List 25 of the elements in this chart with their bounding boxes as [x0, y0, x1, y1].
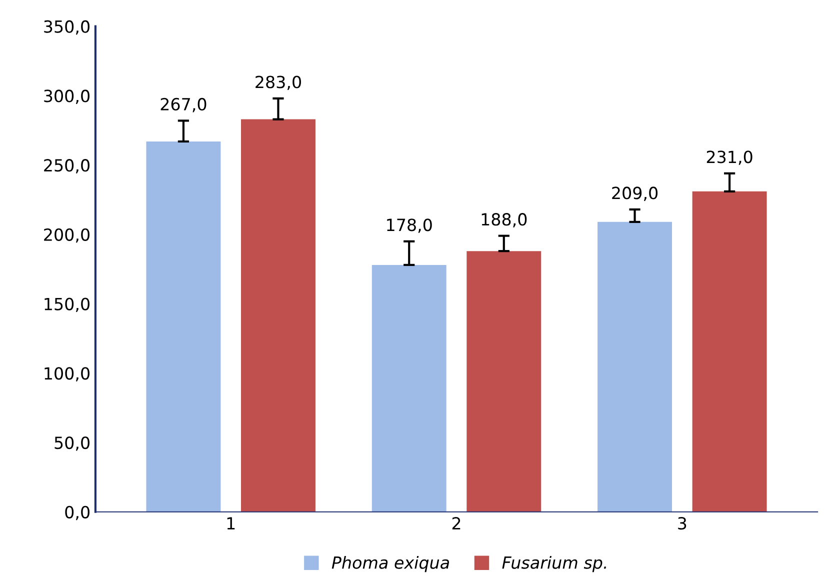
y-tick-label: 100,0: [44, 367, 90, 382]
legend-label: Phoma exiqua: [332, 556, 449, 572]
y-tick-label: 350,0: [44, 20, 90, 35]
y-tick-label: 50,0: [54, 436, 90, 451]
data-label: 188,0: [482, 213, 527, 228]
x-tick-label: 3: [678, 517, 686, 530]
bar: [146, 141, 221, 512]
data-label: 209,0: [612, 186, 658, 201]
y-tick-label: 250,0: [44, 159, 90, 174]
data-label: 178,0: [387, 218, 432, 233]
bar: [692, 191, 767, 512]
bar: [598, 222, 672, 512]
legend-label: Fusarium sp.: [502, 556, 606, 572]
y-tick-label: 0,0: [65, 506, 90, 520]
data-label: 231,0: [706, 150, 752, 165]
y-tick-label: 200,0: [44, 228, 90, 243]
y-tick-label: 300,0: [44, 90, 90, 104]
data-label: 283,0: [256, 76, 301, 90]
y-tick-label: 150,0: [44, 298, 90, 312]
x-tick-label: 2: [452, 517, 460, 530]
data-label: 267,0: [160, 98, 206, 112]
bar: [241, 119, 316, 512]
bar: [466, 251, 542, 512]
x-tick-label: 1: [227, 517, 235, 530]
bar: [372, 264, 446, 512]
